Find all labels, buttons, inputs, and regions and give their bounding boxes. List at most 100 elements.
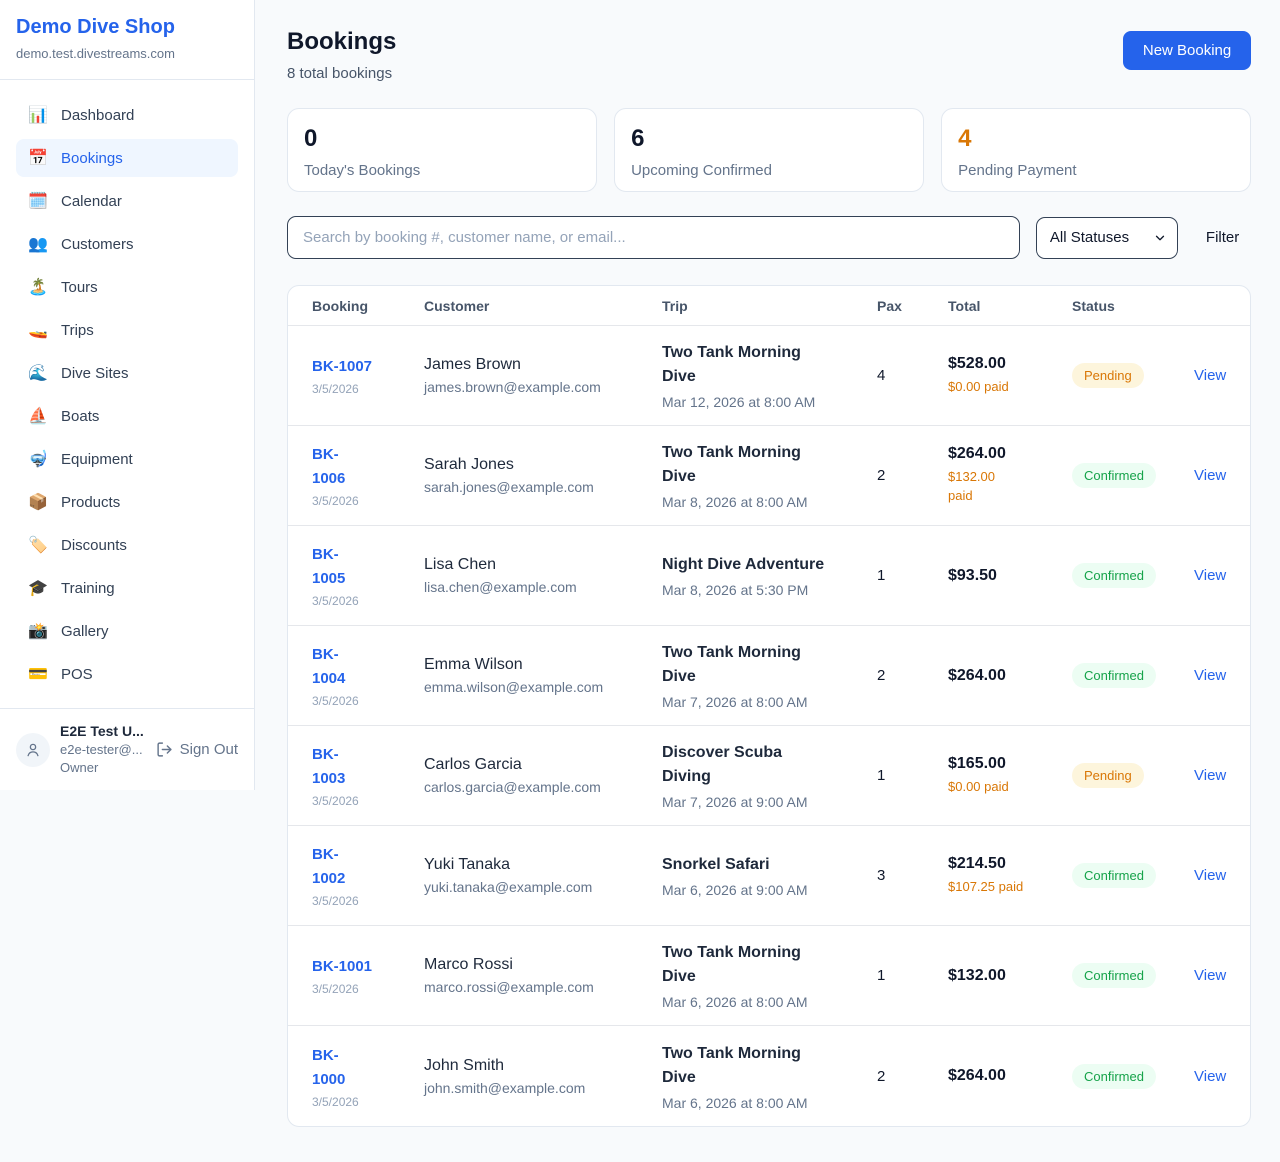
view-link[interactable]: View bbox=[1194, 767, 1227, 784]
page-subtitle: 8 total bookings bbox=[287, 65, 393, 82]
table-row: BK- 1002 3/5/2026 Yuki Tanaka yuki.tanaka… bbox=[288, 826, 1251, 926]
booking-date: 3/5/2026 bbox=[312, 494, 359, 508]
status-badge: Confirmed bbox=[1072, 863, 1156, 888]
column-header-trip: Trip bbox=[662, 297, 688, 314]
credit-card-icon: 💳 bbox=[28, 666, 48, 683]
sidebar-item-gallery[interactable]: 📸 Gallery bbox=[16, 612, 238, 650]
sign-out-button[interactable]: Sign Out bbox=[156, 741, 238, 758]
sidebar-item-bookings[interactable]: 📅 Bookings bbox=[16, 139, 238, 177]
customer-name: Marco Rossi bbox=[424, 956, 513, 973]
status-cell: Confirmed bbox=[1072, 463, 1194, 488]
table-row: BK- 1005 3/5/2026 Lisa Chen lisa.chen@exa… bbox=[288, 526, 1251, 626]
booking-cell: BK- 1005 3/5/2026 bbox=[312, 543, 424, 608]
sidebar-item-dive-sites[interactable]: 🌊 Dive Sites bbox=[16, 354, 238, 392]
booking-cell: BK-1007 3/5/2026 bbox=[312, 355, 424, 396]
status-badge: Pending bbox=[1072, 763, 1144, 788]
view-link[interactable]: View bbox=[1194, 867, 1227, 884]
sidebar-nav: 📊 Dashboard 📅 Bookings 🗓️ Calendar 👥 Cus… bbox=[0, 80, 254, 708]
sidebar-item-training[interactable]: 🎓 Training bbox=[16, 569, 238, 607]
booking-code-link[interactable]: BK- 1006 bbox=[312, 446, 346, 487]
status-badge: Pending bbox=[1072, 363, 1144, 388]
new-booking-button[interactable]: New Booking bbox=[1122, 31, 1252, 70]
booking-code-link[interactable]: BK- 1002 bbox=[312, 846, 346, 887]
customer-cell: John Smith john.smith@example.com bbox=[424, 1057, 662, 1096]
paid-amount: $0.00 paid bbox=[948, 378, 1009, 394]
bar-chart-icon: 📊 bbox=[28, 107, 48, 124]
view-link[interactable]: View bbox=[1194, 667, 1227, 684]
sidebar-item-equipment[interactable]: 🤿 Equipment bbox=[16, 440, 238, 478]
package-icon: 📦 bbox=[28, 494, 48, 511]
trip-name: Two Tank Morning Dive bbox=[662, 944, 801, 985]
customer-name: Yuki Tanaka bbox=[424, 856, 510, 873]
sidebar-item-label: Trips bbox=[61, 321, 94, 339]
trip-datetime: Mar 8, 2026 at 5:30 PM bbox=[662, 582, 809, 598]
trip-cell: Two Tank Morning Dive Mar 8, 2026 at 8:00… bbox=[662, 441, 877, 510]
logout-icon bbox=[157, 742, 172, 757]
total-cell: $214.50 $107.25 paid bbox=[948, 855, 1072, 897]
view-link[interactable]: View bbox=[1194, 1067, 1227, 1085]
view-link[interactable]: View bbox=[1194, 567, 1227, 584]
status-cell: Pending bbox=[1072, 363, 1194, 388]
sidebar-item-trips[interactable]: 🚤 Trips bbox=[16, 311, 238, 349]
table-row: BK- 1004 3/5/2026 Emma Wilson emma.wilson… bbox=[288, 626, 1251, 726]
trip-datetime: Mar 6, 2026 at 8:00 AM bbox=[662, 994, 808, 1010]
pax-value: 1 bbox=[877, 767, 886, 784]
status-filter-select[interactable]: All Statuses bbox=[1035, 216, 1178, 259]
sidebar-item-label: Bookings bbox=[61, 149, 123, 167]
sidebar-item-pos[interactable]: 💳 POS bbox=[16, 655, 238, 693]
sidebar-item-label: Boats bbox=[61, 407, 100, 425]
trip-cell: Discover Scuba Diving Mar 7, 2026 at 9:00… bbox=[662, 741, 877, 810]
sidebar-item-boats[interactable]: ⛵ Boats bbox=[16, 397, 238, 435]
trip-cell: Snorkel Safari Mar 6, 2026 at 9:00 AM bbox=[662, 853, 877, 898]
trip-name: Snorkel Safari bbox=[662, 856, 770, 873]
booking-code-link[interactable]: BK- 1004 bbox=[312, 646, 346, 687]
filter-button[interactable]: Filter bbox=[1194, 221, 1251, 254]
stat-card: 6 Upcoming Confirmed bbox=[614, 108, 925, 192]
booking-code-link[interactable]: BK-1001 bbox=[312, 958, 373, 975]
view-link[interactable]: View bbox=[1194, 967, 1227, 984]
page-header: Bookings 8 total bookings New Booking bbox=[287, 28, 1252, 82]
status-cell: Pending bbox=[1072, 763, 1194, 788]
total-cell: $264.00 bbox=[948, 1067, 1072, 1085]
sidebar-item-label: Calendar bbox=[61, 192, 122, 210]
total-amount: $528.00 bbox=[948, 354, 1006, 372]
view-link[interactable]: View bbox=[1194, 367, 1227, 384]
customer-email: lisa.chen@example.com bbox=[424, 579, 577, 595]
stats-row: 0 Today's Bookings 6 Upcoming Confirmed … bbox=[287, 108, 1252, 192]
bookings-table: Booking Customer Trip Pax Total Status BK-100… bbox=[287, 285, 1252, 1127]
sidebar-item-products[interactable]: 📦 Products bbox=[16, 483, 238, 521]
sign-out-label: Sign Out bbox=[179, 741, 238, 759]
stat-card: 4 Pending Payment bbox=[941, 108, 1252, 192]
total-amount: $132.00 bbox=[948, 966, 1006, 984]
status-badge: Confirmed bbox=[1072, 963, 1156, 988]
page-title-block: Bookings 8 total bookings bbox=[287, 28, 396, 82]
sidebar-item-label: Equipment bbox=[61, 450, 133, 468]
customer-cell: Carlos Garcia carlos.garcia@example.com bbox=[424, 756, 662, 795]
booking-code-link[interactable]: BK- 1005 bbox=[312, 546, 346, 587]
total-cell: $528.00 $0.00 paid bbox=[948, 355, 1072, 397]
booking-code-link[interactable]: BK- 1003 bbox=[312, 746, 346, 787]
sidebar-item-tours[interactable]: 🏝️ Tours bbox=[16, 268, 238, 306]
search-input[interactable] bbox=[287, 216, 1020, 259]
paid-amount: $132.00 paid bbox=[948, 469, 995, 503]
avatar bbox=[16, 732, 50, 767]
view-link[interactable]: View bbox=[1194, 467, 1227, 484]
total-amount: $264.00 bbox=[948, 1067, 1006, 1084]
booking-date: 3/5/2026 bbox=[312, 894, 359, 908]
total-cell: $165.00 $0.00 paid bbox=[948, 755, 1072, 797]
sidebar-item-dashboard[interactable]: 📊 Dashboard bbox=[16, 96, 238, 134]
sidebar-item-customers[interactable]: 👥 Customers bbox=[16, 225, 238, 263]
booking-code-link[interactable]: BK- 1000 bbox=[312, 1046, 346, 1088]
trip-datetime: Mar 8, 2026 at 8:00 AM bbox=[662, 494, 808, 510]
sailboat-icon: ⛵ bbox=[28, 408, 48, 425]
stat-value: 0 bbox=[304, 125, 318, 152]
user-meta: E2E Test U... e2e-tester@... Owner bbox=[60, 723, 146, 776]
total-cell: $264.00 bbox=[948, 667, 1072, 685]
sidebar-item-discounts[interactable]: 🏷️ Discounts bbox=[16, 526, 238, 564]
booking-code-link[interactable]: BK-1007 bbox=[312, 358, 373, 375]
customer-cell: Emma Wilson emma.wilson@example.com bbox=[424, 656, 662, 695]
trip-cell: Two Tank Morning Dive Mar 7, 2026 at 8:00… bbox=[662, 641, 877, 710]
sidebar-item-calendar[interactable]: 🗓️ Calendar bbox=[16, 182, 238, 220]
people-icon: 👥 bbox=[28, 236, 48, 253]
total-amount: $165.00 bbox=[948, 754, 1006, 772]
